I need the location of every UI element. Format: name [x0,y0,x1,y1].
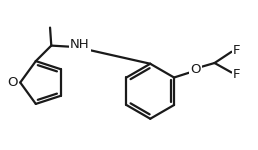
Text: F: F [233,68,240,81]
Text: O: O [7,76,18,89]
Text: F: F [233,44,240,57]
Text: O: O [190,63,201,76]
Text: NH: NH [70,38,90,51]
